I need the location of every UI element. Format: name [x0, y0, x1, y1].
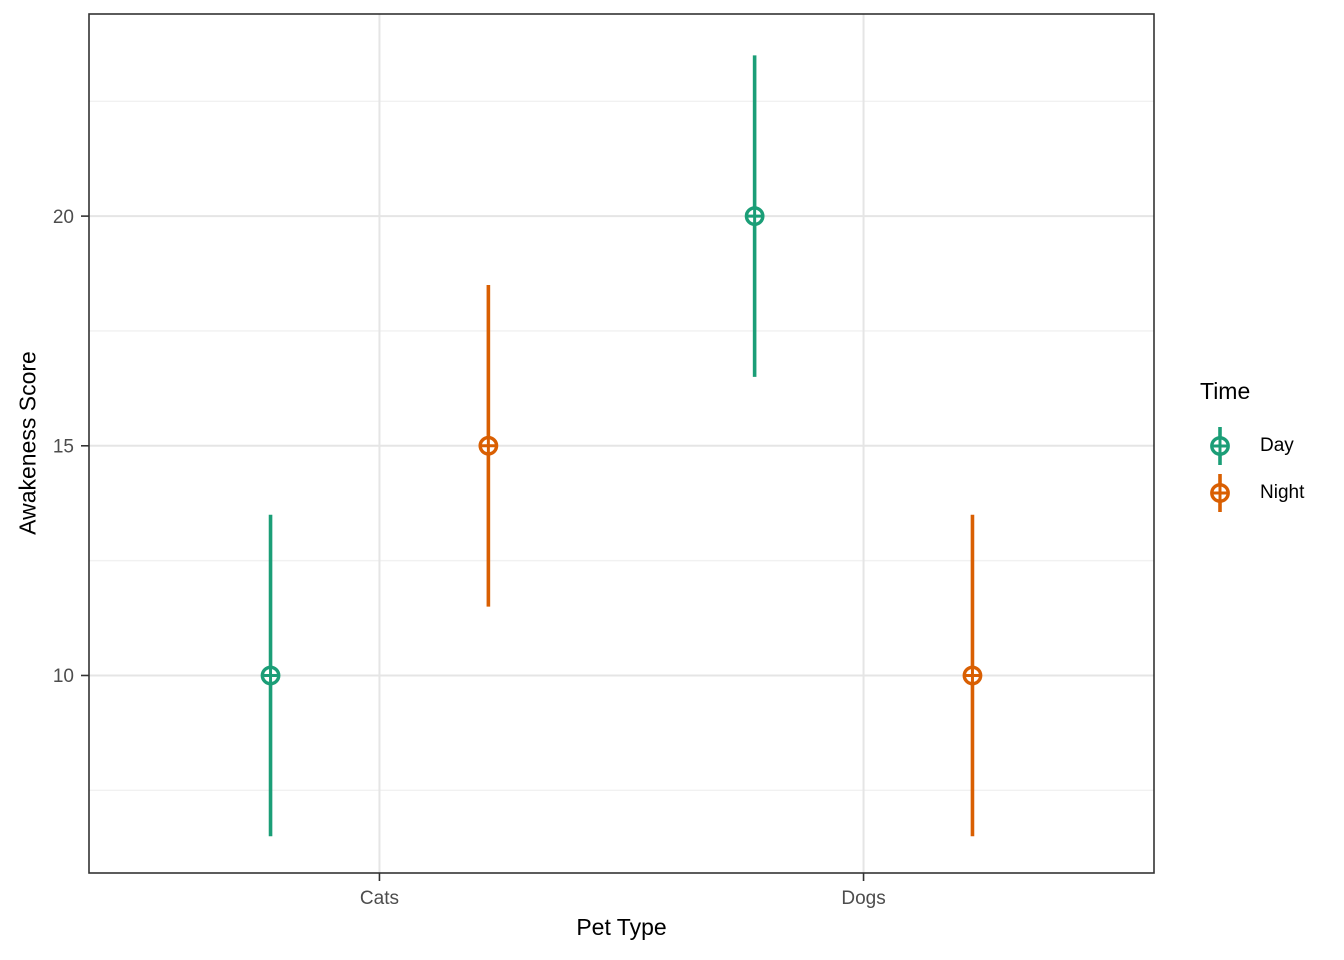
x-tick-label: Cats	[360, 888, 399, 909]
legend-key-night-icon	[1210, 473, 1230, 512]
legend-label-day: Day	[1260, 434, 1294, 456]
legend-key-day-icon	[1210, 426, 1230, 465]
y-tick-label: 20	[53, 207, 74, 228]
legend-title: Time	[1200, 378, 1251, 404]
panel-background	[89, 14, 1154, 873]
y-tick-label: 10	[53, 666, 74, 687]
legend-item-day: Day	[1200, 422, 1304, 469]
legend-item-night: Night	[1200, 469, 1304, 516]
x-tick-label: Dogs	[841, 888, 885, 909]
legend: Time Day Night	[1200, 378, 1304, 516]
panel-border	[88, 13, 1155, 874]
y-axis-title: Awakeness Score	[14, 351, 41, 535]
legend-label-night: Night	[1260, 481, 1305, 503]
y-tick-label: 15	[53, 436, 74, 457]
x-axis-title: Pet Type	[576, 914, 667, 940]
legend-items: Day Night	[1200, 422, 1304, 516]
